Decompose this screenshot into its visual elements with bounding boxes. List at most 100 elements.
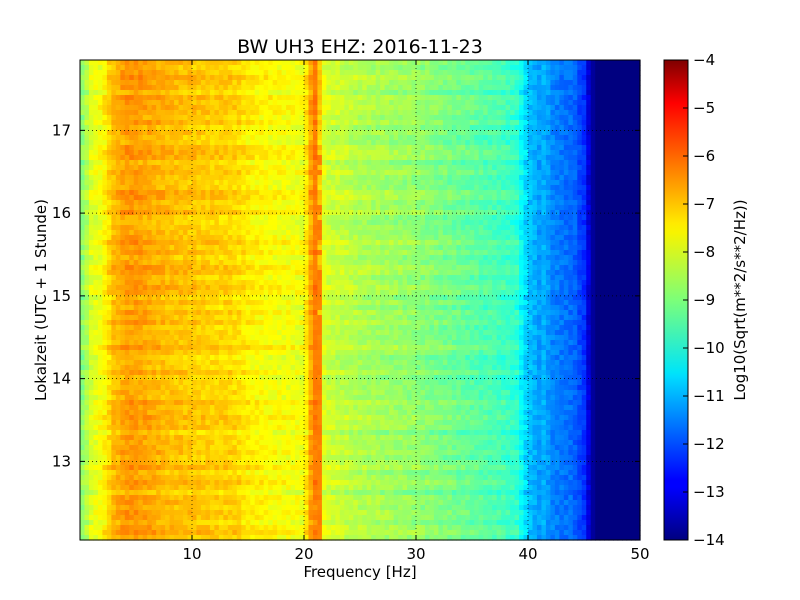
heatmap-cell — [389, 95, 395, 101]
heatmap-cell — [268, 255, 274, 261]
heatmap-cell — [501, 100, 507, 106]
heatmap-cell — [532, 130, 538, 136]
heatmap-cell — [88, 130, 95, 136]
heatmap-cell — [442, 110, 448, 116]
heatmap-cell — [218, 150, 224, 156]
heatmap-cell — [451, 130, 457, 136]
heatmap-cell — [519, 145, 525, 151]
heatmap-cell — [474, 230, 480, 236]
heatmap-cell — [617, 95, 623, 101]
heatmap-cell — [156, 220, 162, 226]
heatmap-cell — [496, 115, 502, 121]
heatmap-cell — [200, 105, 207, 111]
heatmap-cell — [469, 125, 475, 131]
heatmap-cell — [460, 125, 466, 131]
heatmap-cell — [599, 90, 605, 96]
heatmap-cell — [456, 150, 462, 156]
heatmap-cell — [178, 160, 184, 166]
heatmap-cell — [200, 240, 207, 246]
heatmap-cell — [586, 125, 592, 131]
heatmap-cell — [124, 135, 130, 141]
heatmap-cell — [505, 165, 511, 171]
heatmap-cell — [295, 145, 301, 151]
heatmap-cell — [263, 170, 269, 176]
heatmap-cell — [286, 75, 292, 81]
heatmap-cell — [411, 140, 417, 146]
heatmap-cell — [272, 220, 278, 226]
heatmap-cell — [519, 120, 525, 126]
heatmap-cell — [304, 125, 310, 131]
heatmap-cell — [635, 225, 641, 231]
heatmap-cell — [528, 185, 534, 191]
heatmap-cell — [541, 120, 547, 126]
heatmap-cell — [223, 120, 229, 126]
heatmap-cell — [88, 205, 95, 211]
heatmap-cell — [277, 235, 283, 241]
heatmap-cell — [165, 195, 171, 201]
heatmap-cell — [281, 175, 287, 181]
heatmap-cell — [111, 195, 117, 201]
heatmap-cell — [528, 220, 534, 226]
heatmap-cell — [536, 180, 543, 186]
heatmap-cell — [223, 135, 229, 141]
heatmap-cell — [483, 230, 489, 236]
heatmap-cell — [250, 255, 256, 261]
heatmap-cell — [196, 140, 202, 146]
heatmap-cell — [393, 110, 399, 116]
heatmap-cell — [478, 185, 484, 191]
heatmap-cell — [80, 150, 86, 156]
heatmap-cell — [218, 85, 224, 91]
heatmap-cell — [169, 170, 175, 176]
heatmap-cell — [183, 95, 189, 101]
heatmap-cell — [536, 170, 543, 176]
heatmap-cell — [469, 115, 475, 121]
heatmap-cell — [317, 170, 323, 176]
heatmap-cell — [613, 160, 619, 166]
heatmap-cell — [514, 75, 520, 81]
heatmap-cell — [353, 170, 359, 176]
heatmap-cell — [447, 245, 453, 251]
heatmap-cell — [348, 140, 354, 146]
heatmap-cell — [290, 245, 296, 251]
heatmap-cell — [214, 95, 220, 101]
heatmap-cell — [487, 120, 493, 126]
heatmap-cell — [505, 125, 511, 131]
heatmap-cell — [209, 105, 215, 111]
heatmap-cell — [277, 100, 283, 106]
heatmap-cell — [465, 105, 471, 111]
heatmap-cell — [232, 185, 238, 191]
heatmap-cell — [218, 175, 224, 181]
heatmap-cell — [133, 135, 139, 141]
heatmap-cell — [304, 95, 310, 101]
heatmap-cell — [196, 205, 202, 211]
heatmap-cell — [541, 85, 547, 91]
heatmap-cell — [563, 250, 569, 256]
heatmap-cell — [308, 220, 314, 226]
heatmap-cell — [344, 145, 350, 151]
heatmap-cell — [147, 95, 153, 101]
heatmap-cell — [111, 90, 117, 96]
heatmap-cell — [608, 135, 614, 141]
heatmap-cell — [227, 235, 233, 241]
heatmap-cell — [617, 235, 623, 241]
heatmap-cell — [568, 105, 574, 111]
heatmap-cell — [142, 100, 148, 106]
heatmap-cell — [214, 165, 220, 171]
heatmap-cell — [420, 220, 426, 226]
heatmap-cell — [312, 175, 319, 181]
heatmap-cell — [505, 65, 511, 71]
heatmap-cell — [124, 180, 130, 186]
heatmap-cell — [398, 115, 404, 121]
heatmap-cell — [151, 215, 157, 221]
heatmap-cell — [232, 60, 238, 66]
heatmap-cell — [344, 130, 350, 136]
heatmap-cell — [393, 155, 399, 161]
heatmap-cell — [514, 150, 520, 156]
heatmap-cell — [200, 195, 207, 201]
heatmap-cell — [295, 120, 301, 126]
heatmap-cell — [120, 85, 126, 91]
heatmap-cell — [617, 140, 623, 146]
heatmap-cell — [456, 170, 462, 176]
heatmap-cell — [577, 95, 583, 101]
heatmap-cell — [478, 155, 484, 161]
